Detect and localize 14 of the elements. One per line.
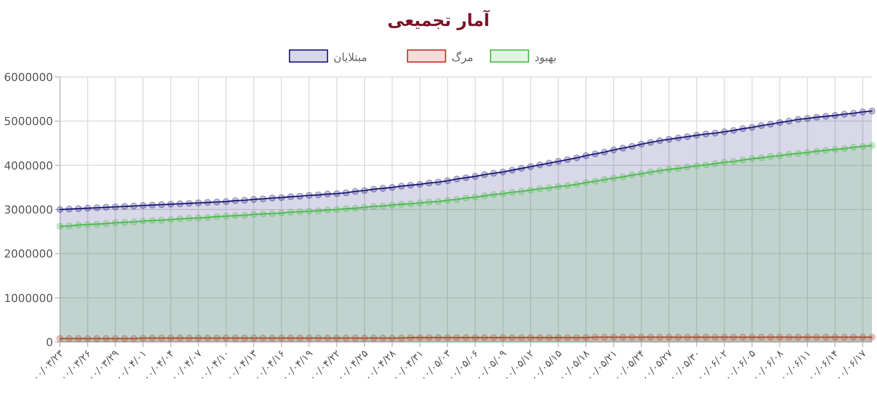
chart-title: آمار تجمیعی — [387, 9, 491, 31]
legend-label: مبتلایان — [334, 51, 368, 64]
x-tick-label: ۰۰/۰۴/۱۳ — [224, 348, 260, 384]
y-tick-label: 3000000 — [4, 204, 53, 216]
y-tick-label: 1000000 — [4, 292, 53, 305]
x-tick-label: ۰۰/۰۳/۲۳ — [30, 348, 67, 384]
y-tick-label: 5000000 — [4, 115, 53, 128]
y-tick-label: 4000000 — [4, 159, 53, 172]
y-tick-label: 6000000 — [4, 71, 53, 84]
y-tick-label: 0 — [46, 336, 53, 349]
x-tick-label: ۰۰/۰۶/۰۲ — [695, 348, 730, 384]
legend-label: مرگ — [452, 51, 474, 64]
legend-label: بهبود — [534, 51, 557, 64]
y-tick-label: 2000000 — [4, 248, 53, 261]
